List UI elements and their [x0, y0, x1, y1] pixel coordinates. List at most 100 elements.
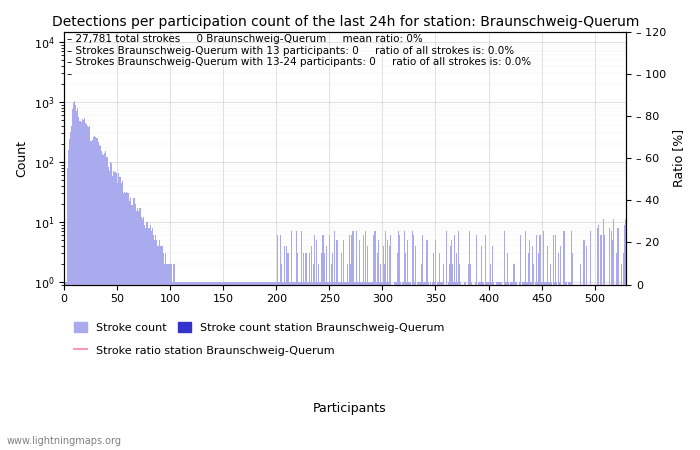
Bar	[301, 231, 302, 450]
Bar	[233, 282, 235, 450]
Bar	[190, 282, 191, 450]
Bar	[346, 282, 347, 450]
Bar	[84, 118, 85, 450]
Bar	[426, 240, 428, 450]
Bar	[624, 225, 625, 450]
Bar	[326, 246, 327, 450]
Bar	[541, 282, 542, 450]
Bar	[443, 264, 444, 450]
Bar	[164, 264, 165, 450]
Bar	[399, 235, 400, 450]
Bar	[202, 282, 204, 450]
Bar	[529, 240, 531, 450]
Bar	[439, 253, 440, 450]
Bar	[197, 282, 198, 450]
Bar	[154, 240, 155, 450]
Bar	[621, 264, 622, 450]
Bar	[181, 282, 183, 450]
Bar	[450, 246, 451, 450]
Bar	[514, 282, 516, 450]
Bar	[223, 282, 224, 450]
Bar	[572, 253, 573, 450]
Bar	[123, 193, 124, 450]
Bar	[295, 282, 296, 450]
Bar	[465, 282, 466, 450]
Bar	[554, 282, 555, 450]
Bar	[260, 282, 261, 450]
Bar	[94, 136, 95, 450]
Bar	[366, 282, 367, 450]
Bar	[415, 246, 416, 450]
Bar	[330, 282, 331, 450]
Bar	[208, 282, 209, 450]
Bar	[385, 231, 386, 450]
Bar	[132, 198, 134, 450]
Bar	[335, 282, 336, 450]
Bar	[257, 282, 258, 450]
Bar	[319, 282, 321, 450]
Bar	[296, 231, 297, 450]
Bar	[459, 264, 461, 450]
Bar	[292, 282, 293, 450]
Bar	[458, 231, 459, 450]
Bar	[490, 264, 491, 450]
Bar	[348, 282, 349, 450]
Bar	[140, 208, 141, 450]
Bar	[263, 282, 264, 450]
Bar	[105, 152, 106, 450]
Bar	[384, 264, 385, 450]
Bar	[158, 246, 159, 450]
Bar	[119, 177, 120, 450]
Bar	[586, 246, 587, 450]
Bar	[175, 282, 176, 450]
Bar	[183, 282, 185, 450]
Bar	[347, 264, 348, 450]
Bar	[77, 108, 78, 450]
Bar	[251, 282, 253, 450]
Bar	[261, 282, 262, 450]
Bar	[165, 253, 167, 450]
Bar	[371, 282, 372, 450]
Bar	[395, 282, 397, 450]
Bar	[90, 141, 91, 450]
Bar	[253, 282, 255, 450]
Bar	[126, 192, 127, 450]
Bar	[258, 282, 259, 450]
Bar	[469, 231, 470, 450]
Bar	[377, 240, 379, 450]
Bar	[337, 240, 338, 450]
Bar	[612, 240, 613, 450]
Bar	[66, 168, 68, 450]
Bar	[487, 282, 488, 450]
Bar	[435, 240, 436, 450]
Bar	[111, 162, 113, 450]
Bar	[489, 282, 490, 450]
Bar	[315, 282, 316, 450]
Bar	[307, 282, 309, 450]
Bar	[249, 282, 251, 450]
Bar	[560, 246, 561, 450]
Bar	[85, 123, 86, 450]
Title: Detections per participation count of the last 24h for station: Braunschweig-Que: Detections per participation count of th…	[52, 15, 639, 29]
Bar	[367, 246, 368, 450]
Bar	[543, 231, 544, 450]
Bar	[613, 220, 615, 450]
Bar	[227, 282, 228, 450]
Bar	[69, 139, 70, 450]
Bar	[122, 180, 123, 450]
Bar	[617, 228, 619, 450]
Bar	[531, 246, 533, 450]
Bar	[185, 282, 186, 450]
Bar	[400, 282, 401, 450]
Bar	[186, 282, 187, 450]
Bar	[64, 282, 66, 450]
Bar	[603, 235, 605, 450]
Bar	[434, 282, 435, 450]
Bar	[212, 282, 214, 450]
Bar	[169, 264, 171, 450]
Bar	[305, 253, 307, 450]
Bar	[528, 253, 529, 450]
Bar	[225, 282, 226, 450]
Bar	[280, 235, 281, 450]
Bar	[349, 235, 350, 450]
